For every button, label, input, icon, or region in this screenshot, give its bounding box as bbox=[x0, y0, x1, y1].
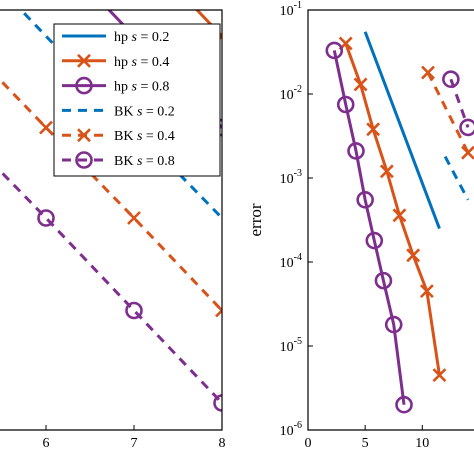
legend-marker bbox=[75, 76, 93, 95]
legend-marker bbox=[77, 53, 91, 68]
data-point-bk-s-0-8 bbox=[213, 394, 222, 412]
right-axes-frame bbox=[307, 9, 474, 431]
data-point-hp-s-0-8 bbox=[325, 41, 344, 60]
x-tick-label: 8 bbox=[219, 436, 226, 451]
legend: hp s = 0.2 hp s = 0.4 hp s = 0.8 BK s = 0.2… bbox=[53, 23, 221, 177]
series-line-hp-s-0-2 bbox=[363, 31, 441, 230]
data-point-hp-s-0-4 bbox=[379, 164, 394, 179]
right-panel: 10-6 10-5 10-4 10-3 10-2 10-1 0 5 10 error bbox=[246, 0, 474, 451]
legend-item-hp-s-0-4: hp s = 0.4 bbox=[62, 53, 169, 70]
legend-label: hp s = 0.4 bbox=[114, 55, 169, 70]
legend-item-hp-s-0-8: hp s = 0.8 bbox=[62, 76, 169, 95]
data-point-hp-s-0-8 bbox=[395, 395, 413, 414]
data-point-hp-s-0-4 bbox=[406, 248, 421, 263]
data-point-bk-s-0-8 bbox=[125, 301, 143, 320]
x-tick-label: 5 bbox=[362, 436, 369, 451]
data-point-hp-s-0-4 bbox=[366, 122, 381, 137]
legend-item-bk-s-0-4: BK s = 0.4 bbox=[62, 128, 175, 144]
legend-box bbox=[53, 23, 221, 177]
data-point-hp-s-0-4 bbox=[353, 77, 368, 92]
data-point-hp-s-0-8 bbox=[384, 315, 403, 334]
right-x-ticks: 0 5 10 bbox=[305, 425, 429, 451]
left-axes-frame bbox=[0, 9, 223, 431]
data-point-bk-s-0-4 bbox=[461, 145, 474, 160]
y-tick-label: 10-6 bbox=[280, 420, 302, 439]
data-point-hp-s-0-8 bbox=[374, 271, 393, 290]
data-point-hp-s-0-8 bbox=[356, 191, 374, 209]
data-point-bk-s-0-8 bbox=[37, 209, 55, 227]
data-point-bk-s-0-8 bbox=[442, 70, 460, 89]
data-point-bk-s-0-4 bbox=[39, 120, 53, 135]
legend-label: hp s = 0.2 bbox=[114, 30, 169, 45]
legend-item-bk-s-0-2: BK s = 0.2 bbox=[62, 104, 175, 119]
legend-label: BK s = 0.2 bbox=[114, 104, 175, 119]
data-point-hp-s-0-4 bbox=[432, 368, 447, 383]
y-tick-label: 10-4 bbox=[280, 252, 302, 271]
left-x-ticks: 6 7 8 bbox=[43, 425, 226, 451]
legend-marker bbox=[75, 151, 93, 169]
legend-label: BK s = 0.4 bbox=[114, 129, 175, 144]
right-plot-area bbox=[325, 31, 474, 414]
data-point-bk-s-0-4 bbox=[127, 211, 141, 225]
legend-marker bbox=[77, 128, 91, 143]
data-point-hp-s-0-8 bbox=[365, 231, 384, 250]
series-line-hp-s-0-4 bbox=[344, 42, 441, 376]
data-point-hp-s-0-8 bbox=[336, 95, 355, 114]
data-point-bk-s-0-4 bbox=[421, 65, 435, 80]
legend-item-hp-s-0-2: hp s = 0.2 bbox=[62, 30, 169, 45]
x-tick-label: 7 bbox=[131, 436, 138, 451]
x-tick-label: 0 bbox=[305, 436, 312, 451]
x-tick-label: 10 bbox=[415, 436, 429, 451]
legend-label: hp s = 0.8 bbox=[114, 80, 169, 95]
y-tick-label: 10-1 bbox=[280, 0, 302, 19]
series-line-bk-s-0-2 bbox=[443, 155, 470, 201]
right-y-ticks: 10-6 10-5 10-4 10-3 10-2 10-1 bbox=[280, 0, 313, 439]
y-tick-label: 10-5 bbox=[280, 336, 302, 355]
legend-label: BK s = 0.8 bbox=[114, 154, 175, 169]
data-point-bk-s-0-8 bbox=[459, 118, 474, 137]
y-tick-label: 10-2 bbox=[280, 84, 302, 103]
data-point-bk-s-0-4 bbox=[215, 303, 222, 318]
data-point-hp-s-0-4 bbox=[392, 208, 407, 223]
right-y-axis-label: error bbox=[246, 203, 265, 236]
y-tick-label: 10-3 bbox=[280, 168, 302, 187]
x-tick-label: 6 bbox=[43, 436, 50, 451]
data-point-hp-s-0-4 bbox=[419, 284, 434, 299]
legend-item-bk-s-0-8: BK s = 0.8 bbox=[62, 151, 175, 169]
data-point-hp-s-0-8 bbox=[347, 142, 365, 160]
